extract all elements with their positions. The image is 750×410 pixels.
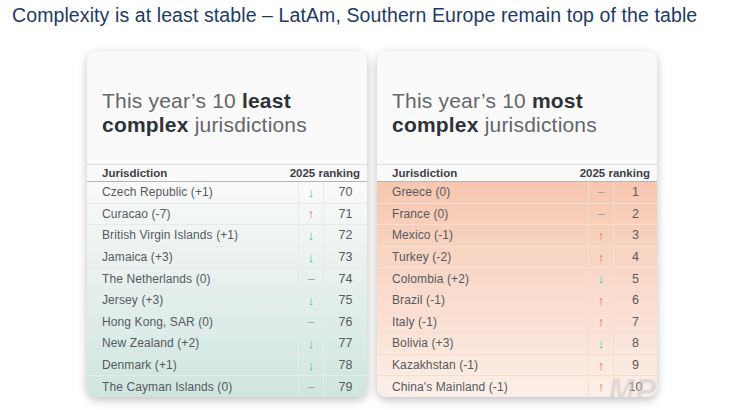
table-row: Bolivia (+3)↓8 [377,332,657,354]
jurisdiction-cell: Mexico (-1) [377,225,588,246]
ranking-cell: 2 [613,204,657,225]
table-row: Italy (-1)↑7 [377,311,657,333]
ranking-cell: 73 [323,247,367,268]
ranking-cell: 1 [613,182,657,203]
watermark: MP [609,375,658,397]
ranking-cell: 5 [613,268,657,289]
ranking-cell: 79 [323,376,367,397]
jurisdiction-cell: Colombia (+2) [377,268,588,289]
trend-down-icon: ↓ [298,333,323,354]
table-row: Greece (0)–1 [377,182,657,203]
card-title-suffix: jurisdictions [479,113,597,136]
table-header: Jurisdiction 2025 ranking [87,164,367,182]
ranking-cell: 78 [323,355,367,376]
trend-up-icon: ↑ [588,247,613,268]
ranking-cell: 74 [323,268,367,289]
jurisdiction-cell: Jamaica (+3) [87,247,298,268]
ranking-cell: 6 [613,290,657,311]
column-header-ranking: 2025 ranking [290,167,360,179]
no-change-icon: – [298,376,323,397]
jurisdiction-cell: British Virgin Islands (+1) [87,225,298,246]
jurisdiction-cell: Greece (0) [377,182,588,203]
trend-down-icon: ↓ [298,355,323,376]
table-row: Brazil (-1)↑6 [377,289,657,311]
table-header: Jurisdiction 2025 ranking [377,164,657,182]
page-title: Complexity is at least stable – LatAm, S… [12,4,697,27]
jurisdiction-cell: Kazakhstan (-1) [377,355,588,376]
most-complex-rows: Greece (0)–1France (0)–2Mexico (-1)↑3Tur… [377,182,657,397]
trend-down-icon: ↓ [588,268,613,289]
card-title-prefix: This year’s 10 [392,89,532,112]
card-title-prefix: This year’s 10 [102,89,242,112]
ranking-cell: 8 [613,333,657,354]
trend-up-icon: ↑ [588,312,613,333]
slide: Complexity is at least stable – LatAm, S… [0,0,750,410]
no-change-icon: – [298,312,323,333]
column-header-jurisdiction: Jurisdiction [102,167,167,179]
least-complex-card: This year’s 10 least complex jurisdictio… [87,51,367,397]
table-row: Mexico (-1)↑3 [377,224,657,246]
no-change-icon: – [588,182,613,203]
ranking-cell: 77 [323,333,367,354]
most-complex-card: This year’s 10 most complex jurisdiction… [377,51,657,397]
ranking-cell: 70 [323,182,367,203]
table-row: Jersey (+3)↓75 [87,289,367,311]
table-row: Czech Republic (+1)↓70 [87,182,367,203]
trend-down-icon: ↓ [298,247,323,268]
table-row: New Zealand (+2)↓77 [87,332,367,354]
table-row: British Virgin Islands (+1)↓72 [87,224,367,246]
jurisdiction-cell: France (0) [377,204,588,225]
table-row: France (0)–2 [377,203,657,225]
table-row: Turkey (-2)↑4 [377,246,657,268]
jurisdiction-cell: New Zealand (+2) [87,333,298,354]
most-card-title: This year’s 10 most complex jurisdiction… [392,89,642,137]
table-row: The Cayman Islands (0)–79 [87,375,367,397]
no-change-icon: – [298,268,323,289]
trend-up-icon: ↑ [588,225,613,246]
jurisdiction-cell: China's Mainland (-1) [377,376,588,397]
jurisdiction-cell: Denmark (+1) [87,355,298,376]
card-title-suffix: jurisdictions [189,113,307,136]
table-row: Colombia (+2)↓5 [377,267,657,289]
column-header-ranking: 2025 ranking [580,167,650,179]
least-card-title: This year’s 10 least complex jurisdictio… [102,89,352,137]
trend-down-icon: ↓ [298,225,323,246]
no-change-icon: – [588,204,613,225]
ranking-cell: 75 [323,290,367,311]
table-row: Hong Kong, SAR (0)–76 [87,311,367,333]
jurisdiction-cell: The Netherlands (0) [87,268,298,289]
jurisdiction-cell: Italy (-1) [377,312,588,333]
trend-up-icon: ↑ [588,290,613,311]
ranking-cell: 4 [613,247,657,268]
ranking-cell: 76 [323,312,367,333]
ranking-cell: 3 [613,225,657,246]
jurisdiction-cell: Jersey (+3) [87,290,298,311]
ranking-cell: 72 [323,225,367,246]
least-complex-rows: Czech Republic (+1)↓70Curacao (-7)↑71Bri… [87,182,367,397]
table-row: Jamaica (+3)↓73 [87,246,367,268]
column-header-jurisdiction: Jurisdiction [392,167,457,179]
jurisdiction-cell: The Cayman Islands (0) [87,376,298,397]
table-row: Curacao (-7)↑71 [87,203,367,225]
jurisdiction-cell: Turkey (-2) [377,247,588,268]
ranking-cell: 71 [323,204,367,225]
trend-down-icon: ↓ [588,333,613,354]
jurisdiction-cell: Czech Republic (+1) [87,182,298,203]
jurisdiction-cell: Curacao (-7) [87,204,298,225]
jurisdiction-cell: Bolivia (+3) [377,333,588,354]
trend-down-icon: ↓ [298,182,323,203]
table-row: The Netherlands (0)–74 [87,267,367,289]
jurisdiction-cell: Brazil (-1) [377,290,588,311]
trend-up-icon: ↑ [298,204,323,225]
jurisdiction-cell: Hong Kong, SAR (0) [87,312,298,333]
ranking-cell: 7 [613,312,657,333]
trend-down-icon: ↓ [298,290,323,311]
table-row: Denmark (+1)↓78 [87,354,367,376]
